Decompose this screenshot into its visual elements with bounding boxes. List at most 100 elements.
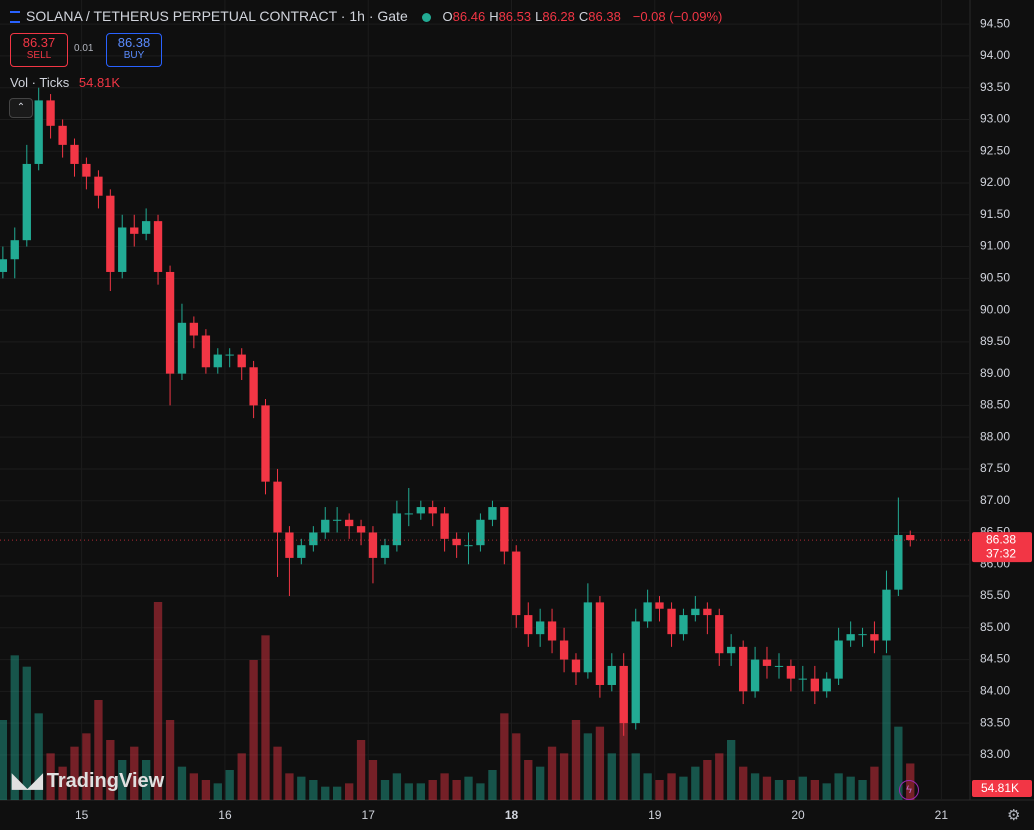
candle-body	[106, 195, 115, 272]
y-tick-label: 90.00	[980, 302, 1010, 316]
change: −0.08 (−0.09%)	[632, 9, 723, 24]
candle-body	[82, 163, 91, 177]
y-tick-label: 91.00	[980, 239, 1010, 253]
volume-bar	[667, 773, 676, 800]
candle-body	[583, 602, 593, 673]
candle-body	[679, 615, 688, 635]
candle-body	[22, 163, 31, 241]
x-tick-label: 19	[648, 808, 662, 822]
volume-bar	[762, 776, 772, 800]
volume-bar	[822, 783, 831, 800]
volume-bar	[739, 766, 748, 800]
x-tick-label: 21	[935, 808, 949, 822]
symbol-title[interactable]: SOLANA / TETHERUS PERPETUAL CONTRACT · 1…	[26, 8, 408, 24]
candle-body	[703, 608, 712, 616]
volume-bar	[476, 783, 485, 800]
volume-bar	[177, 766, 187, 800]
candle-body	[273, 481, 282, 533]
volume-bar	[201, 780, 211, 800]
y-tick-label: 92.50	[980, 143, 1010, 157]
y-tick-label: 91.50	[980, 207, 1010, 221]
volume-bar	[512, 733, 521, 800]
volume-bar	[22, 666, 31, 800]
logo[interactable]: ◣◢ TradingView	[12, 770, 165, 792]
candle-body	[94, 176, 103, 196]
candle-body	[846, 634, 855, 641]
candle-body	[118, 227, 127, 272]
candle-body	[153, 221, 163, 272]
volume-bar	[297, 776, 306, 800]
candle-body	[225, 354, 234, 356]
sell-button[interactable]: 86.37 SELL	[10, 33, 68, 67]
candle-body	[177, 322, 187, 374]
header: SOLANA / TETHERUS PERPETUAL CONTRACT · 1…	[10, 8, 722, 24]
ohlc-key: O	[442, 9, 453, 24]
y-tick-label: 94.50	[980, 16, 1010, 30]
candle-body	[452, 538, 461, 546]
candle-body	[834, 640, 843, 679]
candle-body	[559, 640, 569, 660]
candle-body	[512, 551, 521, 616]
volume-bar	[894, 726, 903, 800]
candle-body	[667, 608, 676, 635]
candle-body	[392, 513, 402, 546]
last-price-label: 86.38	[986, 532, 1016, 546]
y-tick-label: 94.00	[980, 48, 1010, 62]
candle-body	[739, 646, 748, 692]
candle-body	[237, 354, 246, 368]
candle-body	[58, 125, 67, 145]
candle-body	[774, 665, 784, 667]
alert-icon[interactable]: ϟ	[899, 780, 919, 800]
volume-bar	[774, 780, 784, 800]
volume-bar	[165, 720, 175, 800]
sell-label: SELL	[26, 50, 52, 61]
volume-bar	[679, 776, 688, 800]
volume-bar	[249, 660, 258, 800]
volume-bar	[607, 753, 616, 800]
y-tick-label: 88.00	[980, 429, 1010, 443]
volume-bar	[46, 753, 55, 800]
collapse-button[interactable]: ⌃	[9, 98, 33, 118]
candle-body	[416, 507, 425, 514]
candle-body	[595, 602, 605, 685]
volume-bar	[559, 753, 569, 800]
candle-body	[201, 335, 211, 368]
volume-value-label: 54.81K	[981, 781, 1019, 795]
volume-bar	[106, 740, 115, 800]
ohlc: O86.46 H86.53 L86.28 C86.38	[443, 9, 625, 24]
candle-body	[571, 659, 581, 673]
volume-bar	[153, 602, 163, 800]
settings-icon[interactable]: ⚙	[1007, 807, 1021, 824]
candle-body	[607, 665, 616, 685]
candle-body	[70, 144, 79, 164]
candle-body	[261, 405, 270, 482]
volume-bar	[798, 776, 807, 800]
volume-bar	[631, 753, 640, 800]
volume-bar	[500, 713, 509, 800]
ohlc-value: 86.28	[542, 9, 575, 24]
buy-button[interactable]: 86.38 BUY	[106, 33, 162, 67]
ohlc-key: C	[578, 9, 589, 24]
candle-body	[858, 634, 867, 636]
ohlc-key: H	[489, 9, 499, 24]
candle-body	[726, 646, 736, 654]
candle-body	[141, 221, 151, 234]
y-tick-label: 87.00	[980, 493, 1010, 507]
candle-body	[464, 545, 473, 547]
x-tick-label: 17	[362, 808, 376, 822]
volume-bar	[404, 783, 413, 800]
volume-bar	[225, 770, 234, 800]
volume-bar	[285, 773, 294, 800]
candle-body	[356, 526, 366, 533]
menu-icon[interactable]	[10, 11, 20, 24]
candle-body	[213, 354, 222, 368]
indicator-name[interactable]: Vol · Ticks	[10, 75, 70, 90]
volume-bar	[70, 746, 79, 800]
volume-bar	[571, 720, 581, 800]
volume-bar	[595, 726, 605, 800]
candle-body	[332, 519, 342, 521]
candle-body	[810, 678, 819, 692]
volume-bar	[309, 780, 318, 800]
candle-body	[380, 545, 390, 558]
